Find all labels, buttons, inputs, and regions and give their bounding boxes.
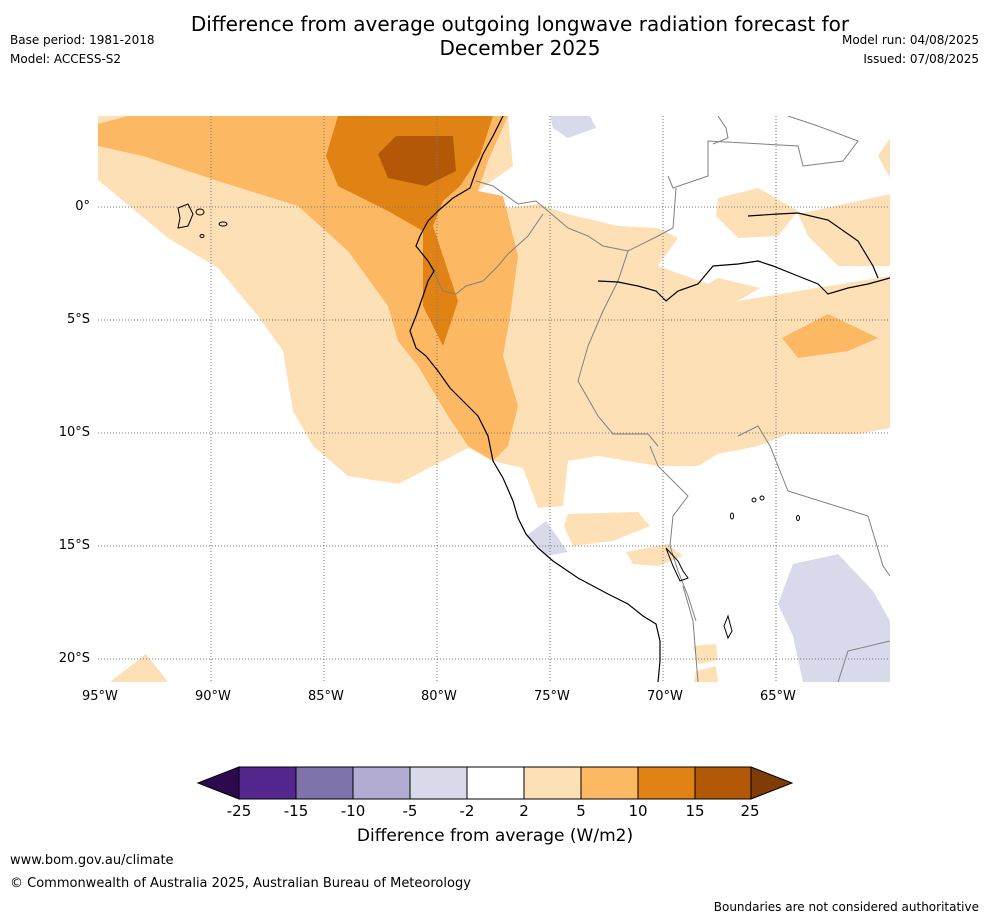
- colorbar-label-2: 2: [519, 802, 529, 820]
- small-islands: [177, 203, 800, 640]
- colorbar-label-neg5: -5: [402, 802, 418, 820]
- anomaly-region-2-5-ne: [716, 188, 798, 238]
- colorbar-swatch-9: [694, 766, 752, 800]
- anomaly-region-2-5-ne2: [798, 194, 890, 266]
- anomaly-region-5-10-east: [782, 314, 878, 358]
- colorbar-swatch-7: [580, 766, 639, 800]
- lake-poopo: [723, 614, 733, 640]
- anomaly-region-10-15: [326, 116, 493, 346]
- anomaly-region-neg-se: [778, 554, 890, 682]
- colorbar-label-neg2: -2: [459, 802, 475, 820]
- lat-label-10s: 10°S: [58, 425, 90, 440]
- colorbar-title: Difference from average (W/m2): [356, 826, 634, 846]
- colorbar-label-neg25: -25: [226, 802, 252, 820]
- anomaly-region-2-5-s2: [626, 544, 683, 566]
- copyright-text: © Commonwealth of Australia 2025, Austra…: [10, 876, 471, 891]
- anomaly-region-2-5-s1: [564, 512, 650, 546]
- lake-titicaca: [665, 547, 689, 582]
- colorbar: [196, 766, 794, 800]
- border-colombia-ecuador: [475, 180, 677, 252]
- colorbar-label-15: 15: [685, 802, 705, 820]
- river-amazon: [597, 260, 890, 302]
- colorbar-extend-high: [750, 766, 794, 800]
- lon-label-95w: 95°W: [82, 689, 118, 704]
- border-peru-brazil: [577, 250, 659, 447]
- colorbar-label-neg15: -15: [283, 802, 309, 820]
- anomaly-region-2-5-sw: [110, 654, 168, 682]
- border-bolivia-south: [837, 640, 890, 682]
- galapagos-island-2: [195, 208, 205, 216]
- model-run-text: Model run: 04/08/2025: [841, 33, 979, 47]
- coastline-west: [409, 116, 661, 682]
- country-borders: [427, 116, 890, 682]
- coastline: [409, 116, 890, 682]
- colorbar-swatch-5: [466, 766, 525, 800]
- border-venezuela: [712, 116, 729, 145]
- lat-label-5s: 5°S: [66, 312, 90, 327]
- lon-label-85w: 85°W: [308, 689, 344, 704]
- border-bolivia-brazil: [737, 425, 890, 577]
- lon-label-80w: 80°W: [421, 689, 457, 704]
- map-title: Difference from average outgoing longwav…: [150, 12, 890, 60]
- galapagos-island-3: [218, 221, 228, 227]
- colorbar-label-neg10: -10: [340, 802, 366, 820]
- colorbar-label-10: 10: [628, 802, 648, 820]
- lake-3: [730, 512, 734, 520]
- colorbar-swatch-8: [637, 766, 696, 800]
- lake-4: [796, 515, 800, 521]
- lat-label-0: 0°: [75, 199, 90, 214]
- border-peru-bolivia: [649, 445, 697, 622]
- galapagos-island-4: [199, 234, 205, 238]
- website-link[interactable]: www.bom.gov.au/climate: [10, 853, 174, 868]
- graticule: [98, 116, 890, 682]
- title-line-1: Difference from average outgoing longwav…: [190, 12, 850, 36]
- forecast-map: [98, 116, 890, 682]
- anomaly-region-2-5-s3: [693, 644, 718, 664]
- anomaly-region-neg-north: [550, 116, 596, 138]
- colorbar-swatch-2: [295, 766, 354, 800]
- lon-label-65w: 65°W: [760, 689, 796, 704]
- lake-1: [751, 497, 757, 503]
- galapagos-island-1: [177, 203, 194, 229]
- colorbar-swatch-4: [409, 766, 468, 800]
- colorbar-label-5: 5: [576, 802, 586, 820]
- colorbar-swatch-3: [352, 766, 411, 800]
- river-negro: [747, 212, 879, 279]
- border-brazil-north: [667, 116, 859, 189]
- colorbar-label-25: 25: [740, 802, 760, 820]
- lake-2: [759, 495, 765, 501]
- base-period-text: Base period: 1981-2018: [10, 33, 155, 47]
- anomaly-region-neg-coast: [526, 521, 568, 556]
- border-chile-argentina: [682, 585, 699, 682]
- colorbar-extend-low: [196, 766, 240, 800]
- boundary-disclaimer: Boundaries are not considered authoritat…: [713, 900, 979, 914]
- issued-text: Issued: 07/08/2025: [863, 52, 979, 66]
- anomaly-region-2-5-corner: [878, 138, 890, 178]
- lon-label-70w: 70°W: [647, 689, 683, 704]
- model-text: Model: ACCESS-S2: [10, 52, 122, 66]
- lat-label-20s: 20°S: [58, 651, 90, 666]
- anomaly-region-2-5-s4: [694, 666, 718, 682]
- lon-label-90w: 90°W: [195, 689, 231, 704]
- border-ecuador-peru: [427, 213, 544, 295]
- colorbar-swatch-1: [238, 766, 297, 800]
- title-line-2: December 2025: [439, 36, 601, 60]
- lat-label-15s: 15°S: [58, 538, 90, 553]
- lon-label-75w: 75°W: [534, 689, 570, 704]
- colorbar-swatch-6: [523, 766, 582, 800]
